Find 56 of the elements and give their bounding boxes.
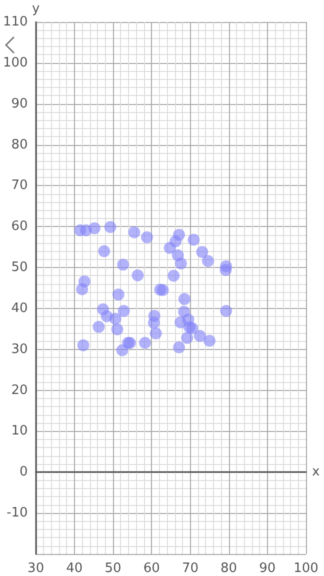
y-tick-label: -10 (6, 506, 28, 521)
point (148, 316, 160, 329)
y-tick-label: 20 (11, 382, 28, 398)
point (140, 231, 153, 244)
point (204, 334, 216, 347)
x-tick-label: 30 (28, 561, 44, 576)
point (181, 332, 194, 344)
point (132, 269, 144, 282)
y-tick-label: 110 (2, 14, 28, 30)
point (150, 327, 162, 340)
y-tick-label: 30 (11, 342, 28, 357)
point (128, 226, 140, 238)
point (92, 320, 105, 333)
point (194, 330, 206, 342)
point (104, 221, 116, 234)
x-tick-label: 40 (66, 561, 83, 576)
point (174, 257, 187, 270)
y-tick-label: 100 (2, 55, 28, 70)
x-axis-title: x (312, 464, 320, 480)
x-tick-label: 60 (143, 561, 160, 576)
x-tick-label: 70 (182, 561, 198, 576)
point (202, 254, 214, 267)
y-tick-label: 50 (11, 260, 28, 276)
y-tick-label: 0 (20, 464, 28, 480)
point (168, 270, 180, 282)
point (118, 304, 130, 317)
y-tick-label: 40 (11, 300, 28, 316)
point (76, 283, 88, 296)
point (186, 322, 198, 334)
y-tick-label: 60 (11, 219, 28, 234)
x-tick-label: 90 (259, 561, 276, 576)
y-tick-label: 10 (11, 424, 28, 439)
x-tick-label: 100 (294, 561, 318, 576)
point (188, 234, 200, 246)
point (112, 288, 124, 301)
y-tick-label: 90 (11, 96, 28, 112)
point (109, 312, 122, 325)
y-tick-label: 80 (11, 137, 28, 152)
point (178, 293, 190, 306)
point (117, 258, 130, 271)
point (220, 304, 232, 317)
x-tick-label: 50 (104, 561, 122, 576)
point (156, 284, 169, 296)
point (174, 316, 187, 328)
point (173, 228, 186, 241)
y-tick-label: 70 (11, 178, 28, 194)
point (220, 264, 232, 276)
point (88, 222, 100, 234)
point (111, 323, 124, 336)
x-tick-label: 80 (220, 561, 238, 576)
point (196, 246, 208, 258)
point (139, 336, 152, 349)
point (98, 245, 110, 258)
y-axis-title: y (32, 2, 40, 17)
point (77, 339, 90, 352)
point (173, 341, 186, 354)
